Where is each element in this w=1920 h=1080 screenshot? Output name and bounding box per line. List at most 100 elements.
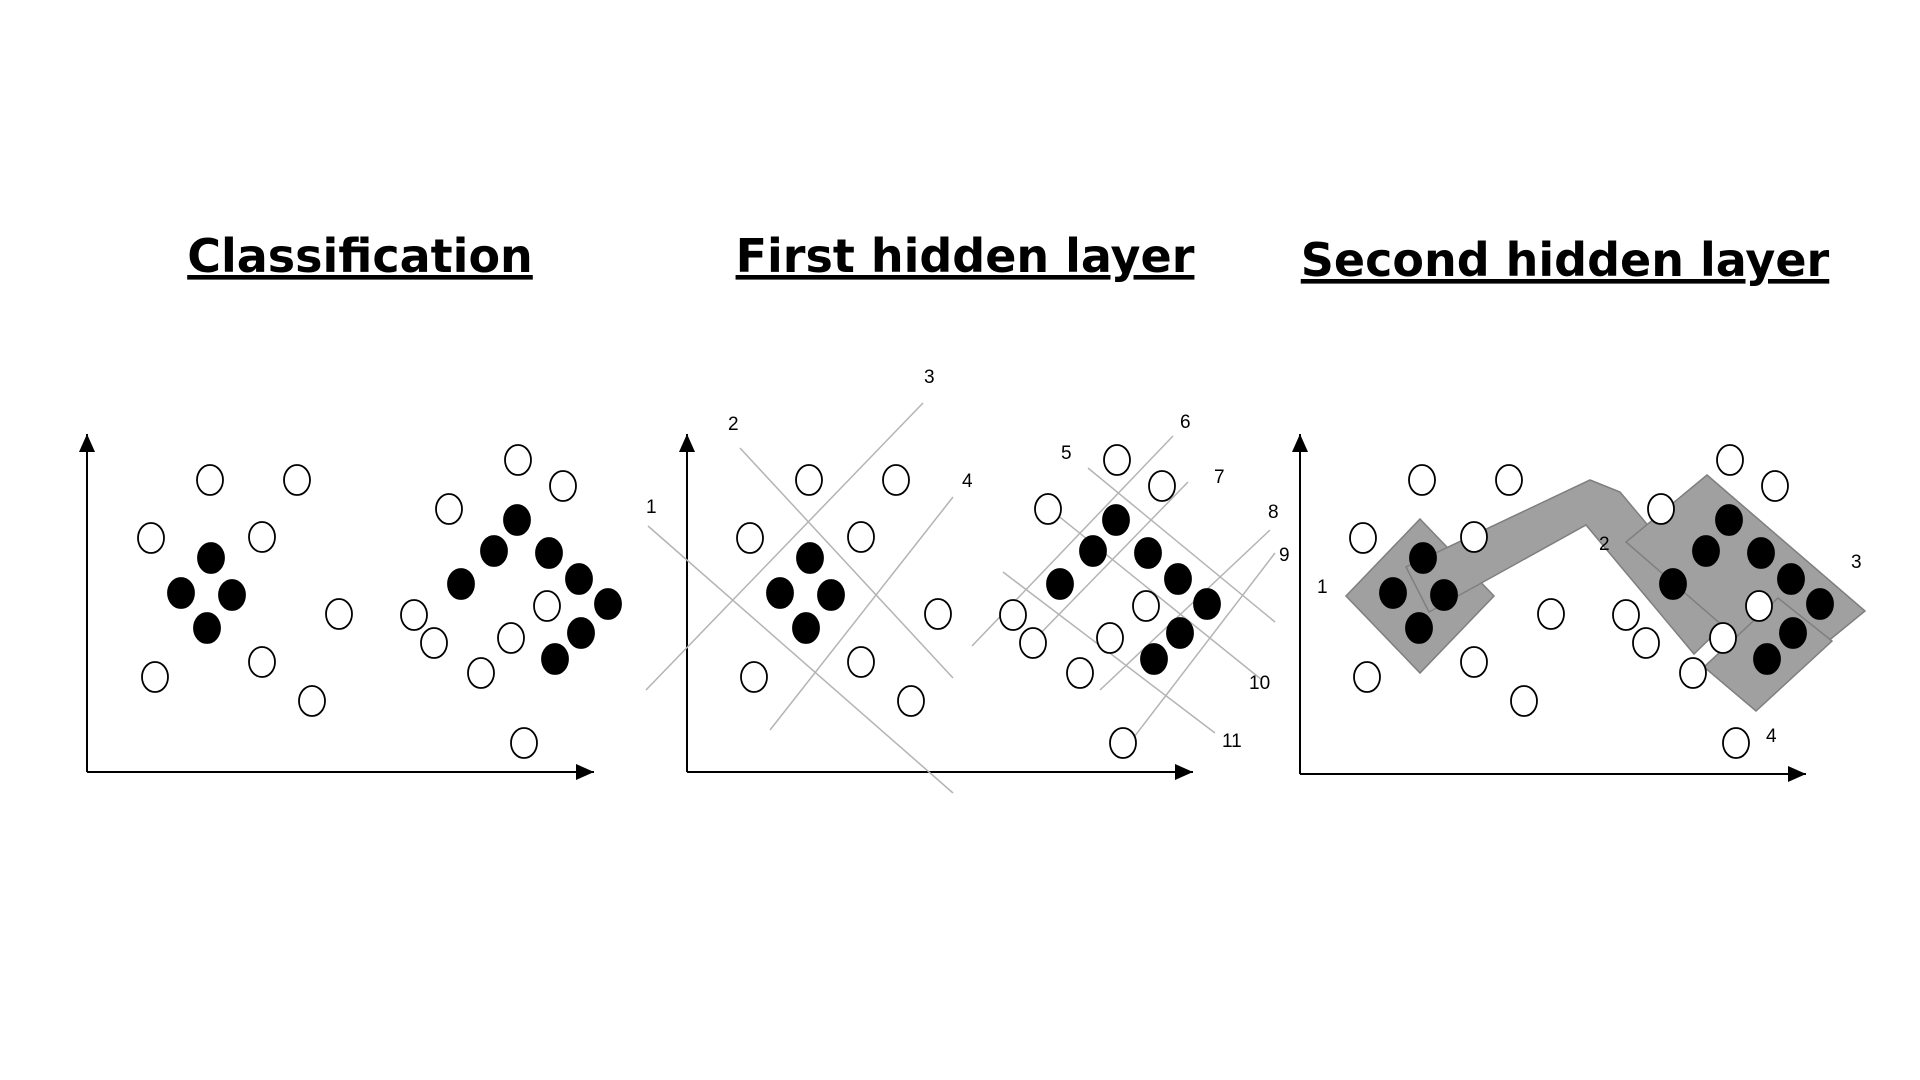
line-2 — [739, 447, 954, 679]
panel-3-labels: 1 2 3 4 — [1317, 534, 1862, 747]
line-label: 6 — [1180, 412, 1191, 433]
hollow-point — [999, 599, 1027, 631]
hollow-point — [283, 464, 311, 496]
hollow-point — [847, 646, 875, 678]
filled-point — [167, 577, 195, 609]
filled-point — [535, 537, 563, 569]
filled-point — [817, 579, 845, 611]
filled-point — [193, 612, 221, 644]
hollow-point — [1722, 727, 1750, 759]
filled-point — [503, 504, 531, 536]
filled-point — [1164, 563, 1192, 595]
hollow-point — [1716, 444, 1744, 476]
hollow-point — [137, 522, 165, 554]
hollow-point — [740, 661, 768, 693]
hollow-point — [1679, 657, 1707, 689]
hollow-point — [497, 622, 525, 654]
line-label: 7 — [1214, 467, 1225, 488]
line-label: 5 — [1061, 443, 1072, 464]
hollow-point — [1460, 521, 1488, 553]
hollow-point — [1148, 470, 1176, 502]
line-label: 1 — [646, 497, 657, 518]
hollow-point — [400, 599, 428, 631]
hollow-point — [1761, 470, 1789, 502]
hollow-point — [325, 598, 353, 630]
region-label: 1 — [1317, 577, 1328, 598]
hollow-point — [1510, 685, 1538, 717]
filled-point — [1379, 577, 1407, 609]
line-label: 9 — [1279, 545, 1290, 566]
hollow-point — [435, 493, 463, 525]
filled-point — [1046, 568, 1074, 600]
hollow-point — [795, 464, 823, 496]
hollow-point — [510, 727, 538, 759]
hollow-point — [1647, 493, 1675, 525]
hollow-point — [549, 470, 577, 502]
filled-point — [1134, 537, 1162, 569]
hollow-point — [1408, 464, 1436, 496]
filled-point — [218, 579, 246, 611]
hollow-point — [1745, 590, 1773, 622]
region-label: 4 — [1766, 726, 1777, 747]
panel-2-labels: 1 2 3 4 5 6 7 8 9 10 11 — [646, 367, 1290, 752]
hollow-point — [1353, 661, 1381, 693]
filled-point — [565, 563, 593, 595]
hollow-point — [1495, 464, 1523, 496]
line-9 — [1117, 552, 1276, 759]
hollow-point — [467, 657, 495, 689]
line-7 — [1033, 481, 1189, 641]
hollow-point — [1109, 727, 1137, 759]
hollow-point — [1034, 493, 1062, 525]
filled-point — [197, 542, 225, 574]
filled-point — [480, 535, 508, 567]
filled-point — [541, 643, 569, 675]
panel-3-axes — [1292, 434, 1806, 782]
filled-point — [1747, 537, 1775, 569]
filled-point — [792, 612, 820, 644]
filled-point — [1779, 617, 1807, 649]
hollow-point — [924, 598, 952, 630]
filled-point — [1692, 535, 1720, 567]
filled-point — [1079, 535, 1107, 567]
line-8 — [1099, 529, 1271, 691]
line-label: 10 — [1249, 673, 1270, 694]
hollow-point — [1066, 657, 1094, 689]
filled-point — [1715, 504, 1743, 536]
filled-point — [766, 577, 794, 609]
line-label: 4 — [962, 471, 973, 492]
hollow-point — [420, 627, 448, 659]
panel-3-title: Second hidden layer — [1301, 233, 1830, 287]
filled-point — [1193, 588, 1221, 620]
hollow-point — [1096, 622, 1124, 654]
filled-point — [1166, 617, 1194, 649]
filled-point — [567, 617, 595, 649]
line-label: 8 — [1268, 502, 1279, 523]
hollow-point — [897, 685, 925, 717]
filled-point — [796, 542, 824, 574]
panel-2-axes — [679, 434, 1193, 780]
filled-point — [1659, 568, 1687, 600]
panel-2-title: First hidden layer — [736, 229, 1195, 283]
filled-point — [1430, 579, 1458, 611]
panel-1-axes — [79, 434, 594, 780]
hollow-point — [533, 590, 561, 622]
panel-2-lines — [645, 402, 1276, 794]
filled-point — [447, 568, 475, 600]
filled-point — [1806, 588, 1834, 620]
hollow-point — [1537, 598, 1565, 630]
hollow-point — [882, 464, 910, 496]
filled-point — [1140, 643, 1168, 675]
hollow-point — [141, 661, 169, 693]
hollow-point — [1612, 599, 1640, 631]
line-label: 3 — [924, 367, 935, 388]
line-label: 2 — [728, 414, 739, 435]
line-label: 11 — [1222, 731, 1242, 752]
hollow-point — [504, 444, 532, 476]
hollow-point — [1349, 522, 1377, 554]
hollow-point — [1132, 590, 1160, 622]
data-points — [137, 444, 1834, 759]
line-1 — [647, 525, 954, 794]
hollow-point — [298, 685, 326, 717]
hollow-point — [736, 522, 764, 554]
